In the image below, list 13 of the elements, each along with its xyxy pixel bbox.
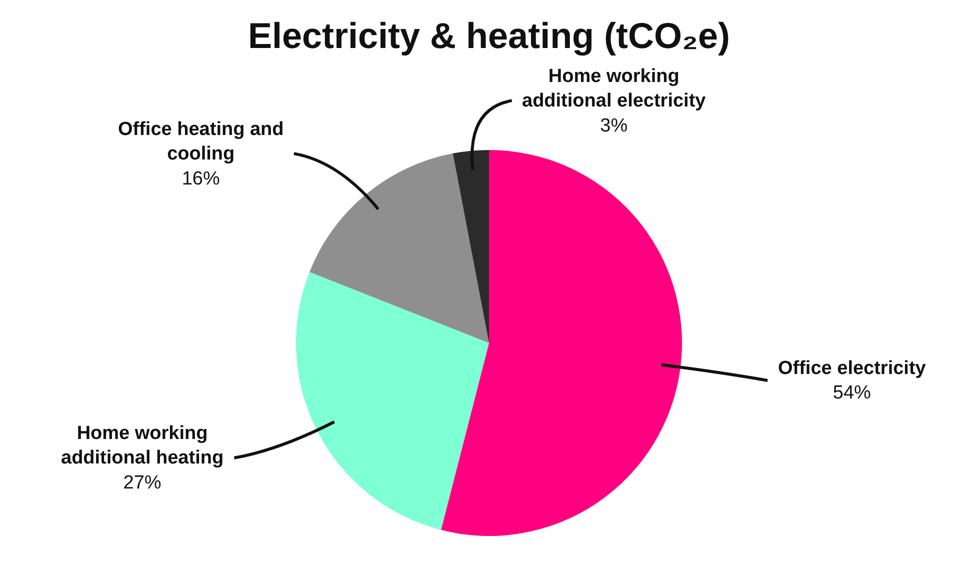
data-label: 16% <box>182 168 220 190</box>
slice-label: Office heating and cooling <box>118 119 284 165</box>
chart-title: Electricity & heating (tCO₂e) <box>248 15 730 56</box>
data-label: 3% <box>600 115 628 136</box>
pie-slice <box>441 150 682 536</box>
data-label: 27% <box>123 472 162 494</box>
data-label: 54% <box>832 382 872 404</box>
slice-label: Office electricity <box>778 358 926 379</box>
slice-label: Home working additional electricity <box>522 66 706 112</box>
slice-label: Home working additional heating <box>61 423 224 469</box>
pie-slice <box>310 153 489 343</box>
pie-slice <box>296 272 489 530</box>
pie-slice <box>452 150 489 343</box>
